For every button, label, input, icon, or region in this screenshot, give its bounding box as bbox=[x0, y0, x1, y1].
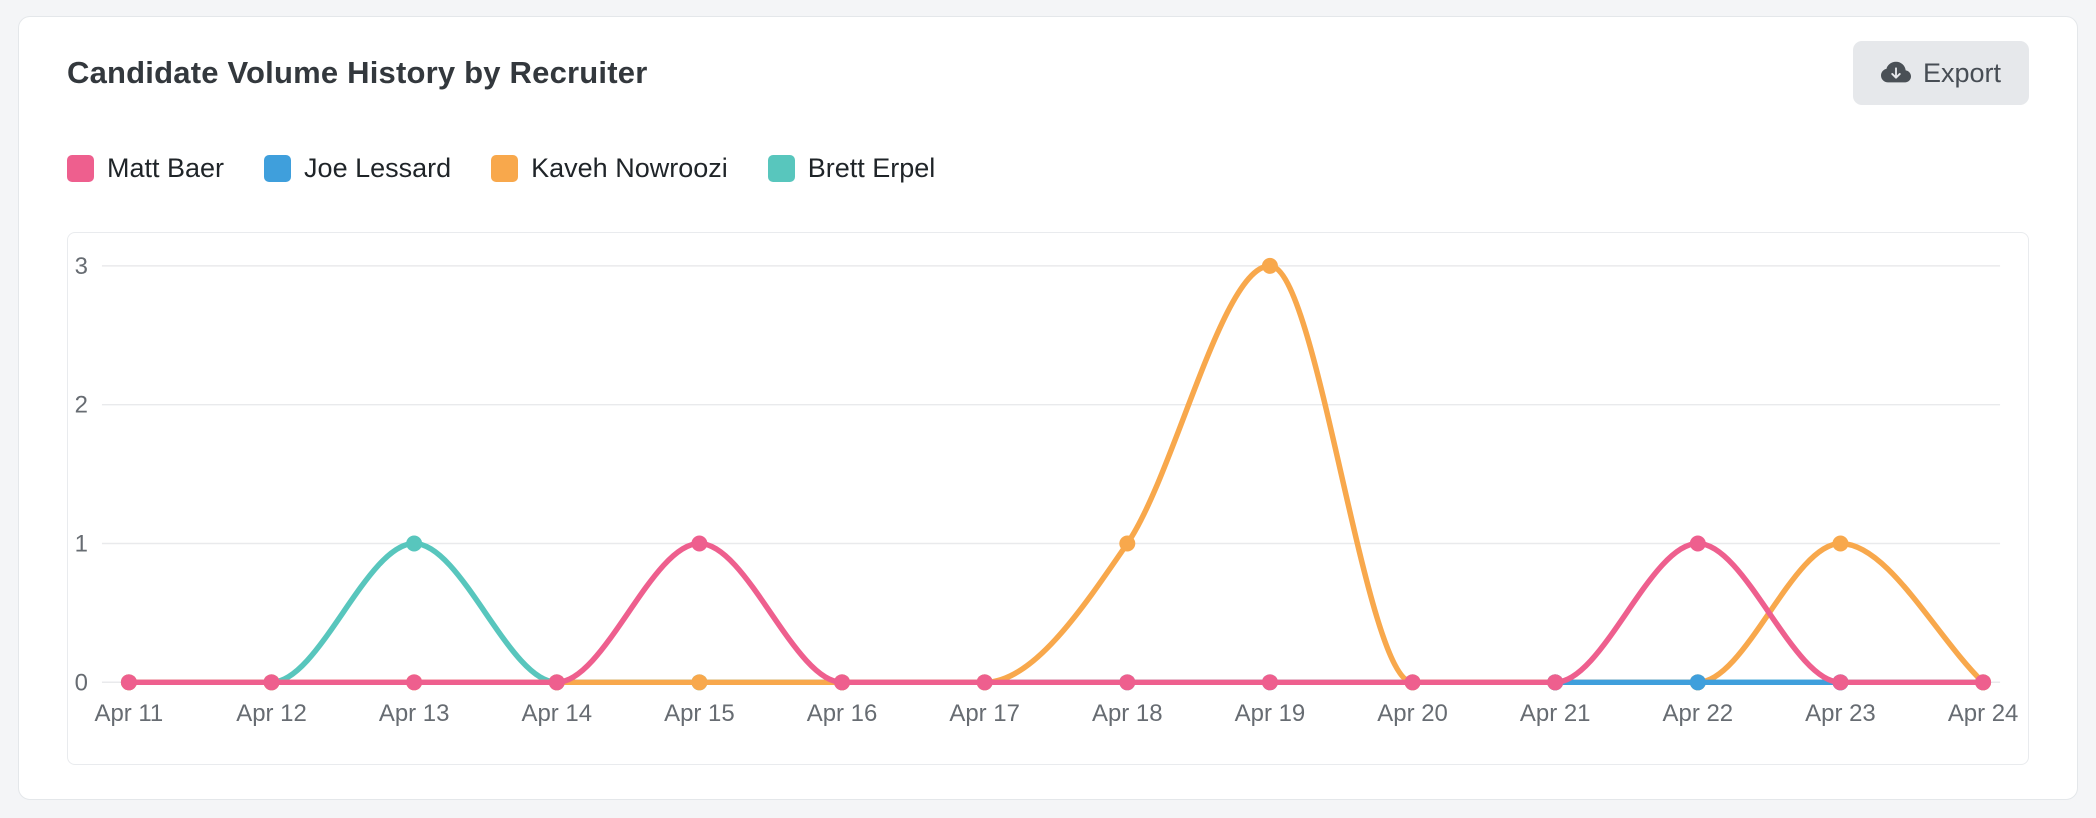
card-header: Candidate Volume History by Recruiter Ex… bbox=[67, 41, 2029, 105]
chart-legend: Matt Baer Joe Lessard Kaveh Nowroozi Brett … bbox=[67, 153, 2029, 184]
legend-item-kaveh-nowroozi[interactable]: Kaveh Nowroozi bbox=[491, 153, 728, 184]
legend-label: Joe Lessard bbox=[304, 153, 452, 183]
data-point-kaveh-nowroozi bbox=[1832, 535, 1849, 552]
data-point-matt-baer bbox=[976, 674, 993, 691]
legend-swatch bbox=[491, 155, 519, 182]
export-button[interactable]: Export bbox=[1852, 41, 2029, 105]
page-title: Candidate Volume History by Recruiter bbox=[67, 55, 648, 90]
x-tick-label: Apr 18 bbox=[1092, 700, 1163, 727]
x-tick-label: Apr 23 bbox=[1805, 700, 1876, 727]
y-tick-label: 1 bbox=[75, 530, 88, 557]
data-point-kaveh-nowroozi bbox=[691, 674, 708, 691]
y-tick-label: 0 bbox=[75, 669, 88, 696]
legend-item-joe-lessard[interactable]: Joe Lessard bbox=[264, 153, 451, 184]
legend-label: Kaveh Nowroozi bbox=[531, 153, 728, 183]
x-tick-label: Apr 24 bbox=[1948, 700, 2019, 727]
legend-swatch bbox=[264, 155, 292, 182]
series-matt-baer bbox=[120, 535, 1992, 691]
x-tick-label: Apr 21 bbox=[1520, 700, 1591, 727]
x-tick-label: Apr 11 bbox=[94, 700, 163, 727]
series-line-kaveh-nowroozi bbox=[126, 263, 1986, 686]
data-point-matt-baer bbox=[1547, 674, 1564, 691]
x-tick-label: Apr 20 bbox=[1377, 700, 1448, 727]
data-point-matt-baer bbox=[1975, 674, 1992, 691]
x-tick-label: Apr 12 bbox=[236, 700, 307, 727]
data-point-brett-erpel bbox=[406, 535, 423, 552]
data-point-matt-baer bbox=[1832, 674, 1849, 691]
data-point-matt-baer bbox=[406, 674, 423, 691]
series-joe-lessard bbox=[1547, 674, 1849, 691]
data-point-matt-baer bbox=[1689, 535, 1706, 552]
data-point-matt-baer bbox=[834, 674, 851, 691]
legend-item-brett-erpel[interactable]: Brett Erpel bbox=[767, 153, 936, 184]
data-point-matt-baer bbox=[691, 535, 708, 552]
data-point-kaveh-nowroozi bbox=[1261, 257, 1278, 274]
x-tick-label: Apr 15 bbox=[664, 700, 735, 727]
export-label: Export bbox=[1922, 57, 2001, 88]
x-tick-label: Apr 22 bbox=[1663, 700, 1734, 727]
chart-area: 0 1 2 3 Apr 11 Apr 12 Apr 13 Apr 14 Apr 15 Apr 16… bbox=[67, 232, 2029, 765]
legend-item-matt-baer[interactable]: Matt Baer bbox=[67, 153, 224, 184]
x-tick-label: Apr 19 bbox=[1235, 700, 1306, 727]
data-point-matt-baer bbox=[1404, 674, 1421, 691]
cloud-download-icon bbox=[1880, 58, 1911, 88]
gridlines bbox=[101, 265, 2001, 684]
line-chart: 0 1 2 3 Apr 11 Apr 12 Apr 13 Apr 14 Apr 15 Apr 16… bbox=[75, 253, 2019, 727]
x-tick-label: Apr 16 bbox=[807, 700, 878, 727]
x-tick-label: Apr 13 bbox=[379, 700, 450, 727]
data-point-joe-lessard bbox=[1689, 674, 1706, 691]
series-line-brett-erpel bbox=[126, 540, 1986, 686]
data-point-matt-baer bbox=[120, 674, 137, 691]
data-point-matt-baer bbox=[263, 674, 280, 691]
series-brett-erpel bbox=[120, 535, 1992, 691]
y-tick-label: 2 bbox=[75, 392, 88, 419]
x-tick-label: Apr 14 bbox=[521, 700, 592, 727]
series-kaveh-nowroozi bbox=[120, 257, 1992, 691]
legend-label: Brett Erpel bbox=[807, 153, 936, 183]
y-tick-label: 3 bbox=[75, 253, 88, 280]
x-tick-label: Apr 17 bbox=[949, 700, 1020, 727]
data-point-matt-baer bbox=[1261, 674, 1278, 691]
data-point-matt-baer bbox=[1119, 674, 1136, 691]
legend-swatch bbox=[767, 155, 795, 182]
legend-label: Matt Baer bbox=[107, 153, 225, 183]
series-line-matt-baer bbox=[126, 540, 1986, 686]
legend-swatch bbox=[67, 155, 94, 182]
chart-card: Candidate Volume History by Recruiter Ex… bbox=[18, 16, 2078, 800]
data-point-matt-baer bbox=[548, 674, 565, 691]
data-point-kaveh-nowroozi bbox=[1119, 535, 1136, 552]
